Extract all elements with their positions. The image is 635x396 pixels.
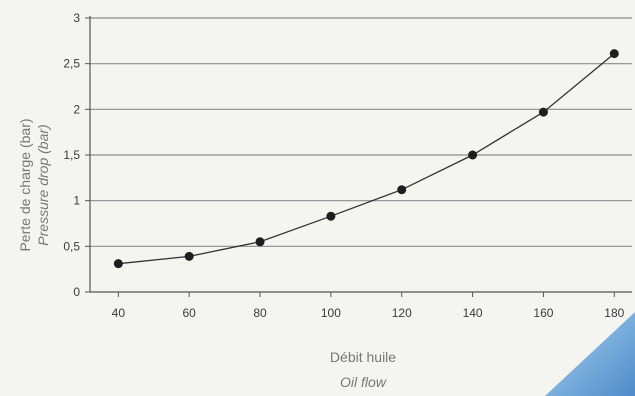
x-tick-label-4: 120	[392, 306, 412, 320]
y-tick-label-5: 2,5	[63, 57, 80, 71]
y-axis-title-secondary: Pressure drop (bar)	[35, 124, 51, 245]
data-point-0-5	[468, 150, 478, 160]
data-point-0-0	[113, 259, 123, 269]
y-axis-title: Perte de charge (bar)	[17, 118, 33, 251]
axes	[85, 16, 632, 297]
data-point-0-6	[538, 107, 548, 117]
x-axis-title: Débit huile	[330, 349, 396, 365]
y-tick-label-4: 2	[73, 102, 80, 116]
x-tick-label-2: 80	[253, 306, 267, 320]
x-axis-title-secondary: Oil flow	[340, 374, 387, 390]
decorative-corner-shape	[545, 312, 635, 396]
y-tick-label-0: 0	[73, 285, 80, 299]
x-tick-label-3: 100	[321, 306, 341, 320]
x-tick-label-1: 60	[183, 306, 197, 320]
data-point-0-7	[609, 49, 619, 59]
gridlines	[90, 17, 632, 247]
x-tick-label-6: 160	[533, 306, 553, 320]
y-tick-labels: 0 0,5 1 1,5 2 2,5 3	[63, 11, 80, 299]
series-line-0	[118, 53, 615, 265]
y-tick-label-3: 1,5	[63, 148, 80, 162]
data-point-0-2	[255, 237, 265, 247]
y-tick-label-2: 1	[73, 194, 80, 208]
data-point-0-4	[397, 185, 407, 195]
x-tick-label-7: 180	[604, 306, 624, 320]
data-point-0-1	[184, 251, 194, 261]
x-tick-label-5: 140	[463, 306, 483, 320]
series	[113, 49, 619, 269]
x-tick-labels: 40 60 80 100 120 140 160 180	[112, 306, 625, 320]
y-tick-label-1: 0,5	[63, 239, 80, 253]
data-point-0-3	[326, 211, 336, 221]
y-tick-label-6: 3	[73, 11, 80, 25]
x-tick-label-0: 40	[112, 306, 126, 320]
